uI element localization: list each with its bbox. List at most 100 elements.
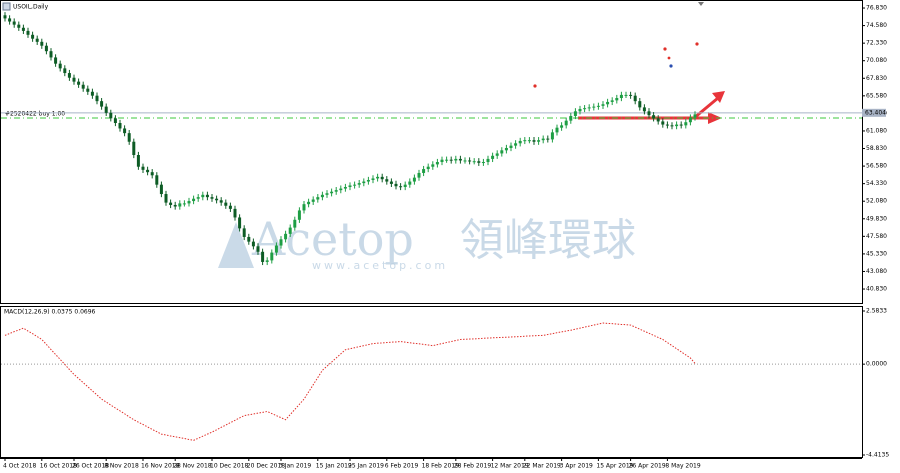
candle-body — [21, 27, 25, 31]
candle-body — [118, 123, 122, 129]
price-tag-label: 63.404 — [865, 109, 886, 116]
candle-body — [104, 106, 108, 113]
candle-body — [228, 205, 232, 209]
candle-body — [265, 260, 269, 262]
y-tick-label: 65.580 — [866, 92, 887, 99]
y-tick-label: 47.580 — [866, 233, 887, 240]
candle-body — [325, 193, 329, 195]
signal-dot — [663, 47, 667, 51]
candle-body — [426, 166, 430, 170]
candle-body — [316, 197, 320, 200]
x-tick-label: 4 Oct 2018 — [3, 463, 36, 470]
candle-body — [615, 98, 619, 101]
y-tick-label: 49.830 — [866, 215, 887, 222]
candle-body — [334, 190, 338, 192]
candle-body — [219, 200, 223, 203]
candle-body — [518, 140, 522, 144]
candle-body — [412, 177, 416, 182]
candle-body — [546, 138, 550, 140]
y-tick-label: 61.080 — [866, 127, 887, 134]
candle-body — [302, 204, 306, 211]
candle-body — [638, 101, 642, 108]
candle-body — [362, 181, 366, 184]
candle-body — [675, 124, 679, 127]
candle-body — [541, 138, 545, 141]
y-tick-label: 45.330 — [866, 250, 887, 257]
candle-body — [95, 95, 99, 102]
indicator-title: MACD(12,26,9) 0.0375 0.0696 — [4, 309, 96, 316]
candle-body — [472, 161, 476, 163]
signal-dot — [533, 84, 537, 88]
candle-body — [58, 63, 62, 69]
candle-body — [86, 88, 90, 92]
candle-body — [31, 34, 35, 39]
candle-body — [100, 101, 104, 107]
price-tag — [862, 108, 886, 117]
watermark-name: 領峰環球 — [460, 215, 636, 266]
y-tick-label: 43.080 — [866, 268, 887, 275]
candle-body — [12, 21, 16, 25]
candle-body — [270, 252, 274, 261]
y-tick-label: 52.080 — [866, 198, 887, 205]
candle-body — [458, 158, 462, 161]
x-tick-label: 25 Jan 2019 — [348, 463, 384, 470]
candle-body — [3, 15, 7, 19]
candle-body — [150, 172, 154, 176]
y-tick-label: 72.330 — [866, 40, 887, 47]
order-label: #2520422 buy 1.00 — [5, 111, 65, 118]
candle-body — [624, 94, 628, 96]
candle-body — [256, 246, 260, 252]
candle-body — [320, 194, 324, 198]
candle-body — [417, 172, 421, 178]
candle-body — [495, 153, 499, 156]
candle-body — [357, 183, 361, 185]
arrow-head — [712, 91, 725, 103]
candle-body — [445, 159, 449, 161]
candle-body — [679, 124, 683, 126]
candle-body — [40, 41, 44, 46]
candle-body — [514, 143, 518, 146]
candle-body — [279, 239, 283, 246]
candle-body — [49, 51, 53, 58]
watermark-logo — [218, 222, 254, 268]
candle-body — [169, 202, 173, 205]
candle-body — [661, 121, 665, 125]
candle-body — [224, 202, 228, 206]
candle-body — [274, 245, 278, 253]
candle-body — [592, 106, 596, 108]
y-tick-label: 67.830 — [866, 75, 887, 82]
candle-body — [155, 175, 159, 185]
symbol-icon — [2, 2, 11, 11]
candle-body — [652, 115, 656, 119]
candle-body — [468, 160, 472, 162]
candle-body — [693, 114, 697, 118]
candle-body — [463, 160, 467, 162]
x-tick-label: 3 Jan 2019 — [279, 463, 311, 470]
candle-body — [647, 111, 651, 116]
candle-body — [247, 236, 251, 242]
candle-body — [629, 94, 633, 96]
x-tick-label: 15 Apr 2019 — [596, 463, 633, 470]
candle-body — [509, 145, 513, 148]
candle-body — [399, 186, 403, 188]
candle-body — [196, 197, 200, 199]
candle-body — [532, 140, 536, 142]
candle-body — [385, 179, 389, 182]
x-tick-label: 16 Nov 2018 — [141, 463, 180, 470]
candle-body — [215, 198, 219, 201]
candle-body — [610, 100, 614, 102]
candle-body — [201, 194, 205, 198]
candle-body — [527, 140, 531, 142]
y-tick-label: 54.330 — [866, 180, 887, 187]
candle-body — [569, 115, 573, 121]
x-tick-label: 6 Feb 2019 — [385, 463, 419, 470]
candle-body — [288, 227, 292, 234]
candle-body — [307, 201, 311, 205]
candle-body — [408, 181, 412, 185]
y-tick-label: 0.0000 — [866, 361, 887, 368]
watermark-url: www.acetop.com — [312, 259, 448, 272]
watermark-brand: Acetop — [251, 212, 414, 266]
candle-body — [182, 203, 186, 205]
